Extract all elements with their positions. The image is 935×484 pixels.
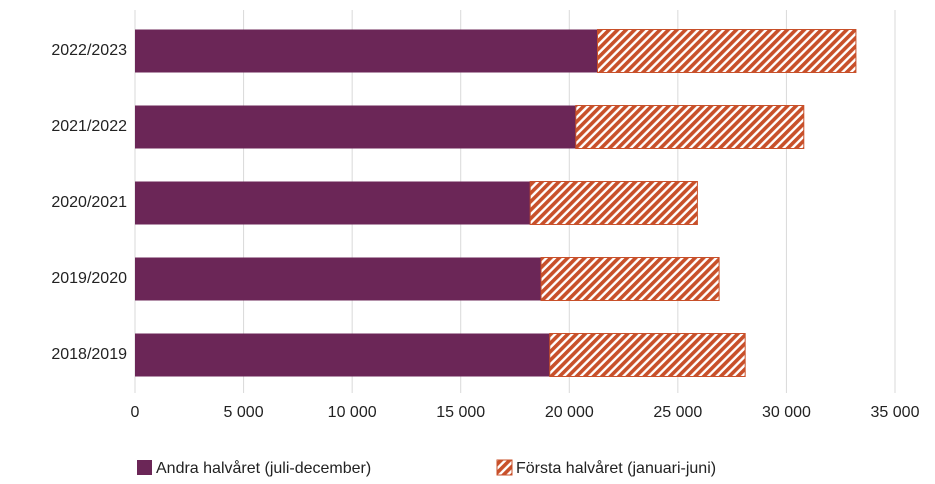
x-tick-label: 20 000 [545,404,594,421]
x-tick-label: 5 000 [224,404,264,421]
bar-segment [135,333,550,377]
bar-segment [135,257,542,301]
legend-label: Andra halvåret (juli-december) [156,459,371,477]
x-tick-label: 35 000 [871,404,920,421]
x-tick-label: 15 000 [436,404,485,421]
legend-swatch [496,459,513,476]
y-tick-label: 2019/2020 [51,270,127,287]
bar-segment [549,333,746,377]
bar-segment [135,181,531,225]
bar-segment [540,257,720,301]
x-tick-label: 30 000 [762,404,811,421]
legend-label: Första halvåret (januari-juni) [516,459,716,477]
bar-segment [575,105,805,149]
x-tick-label: 10 000 [328,404,377,421]
bar-segment [135,105,576,149]
y-tick-label: 2018/2019 [51,346,127,363]
x-tick-label: 25 000 [653,404,702,421]
bar-segment [597,29,857,73]
y-tick-label: 2020/2021 [51,194,127,211]
legend-swatch [137,460,152,475]
bar-segment [529,181,698,225]
bar-segment [135,29,598,73]
y-tick-label: 2021/2022 [51,118,127,135]
y-tick-label: 2022/2023 [51,42,127,59]
x-tick-label: 0 [131,404,140,421]
